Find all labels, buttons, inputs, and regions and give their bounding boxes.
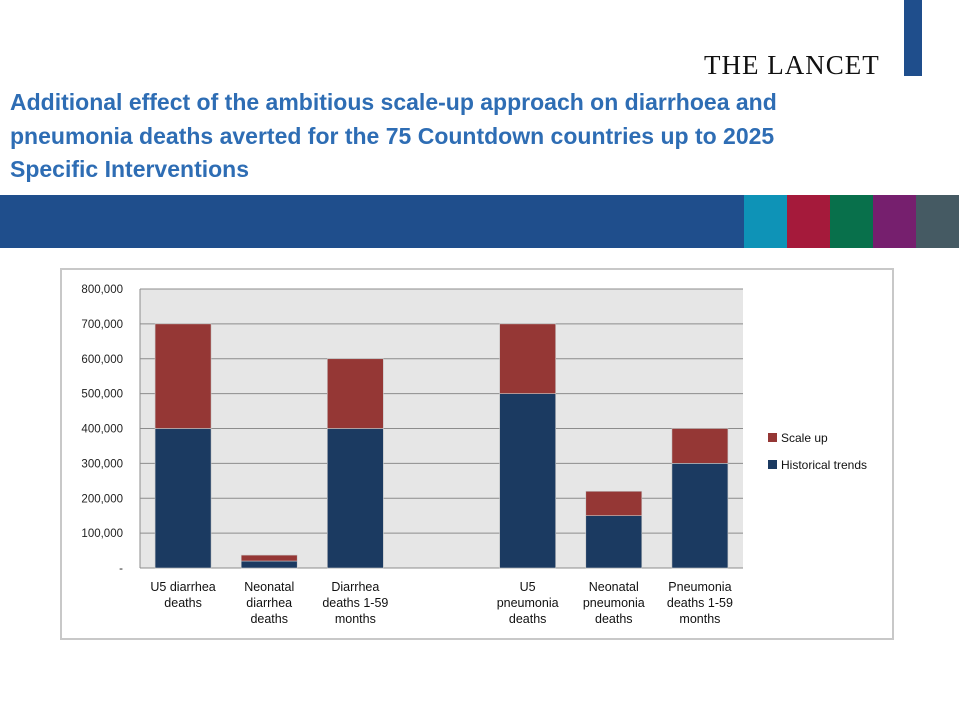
title-line: pneumonia deaths averted for the 75 Coun… <box>10 122 775 149</box>
bar-scale-up <box>240 554 298 562</box>
bar-historical-trends <box>327 428 384 569</box>
band-swatch <box>873 195 916 248</box>
y-tick-label: 300,000 <box>81 458 123 470</box>
x-tick-label: deaths <box>509 612 547 626</box>
x-tick-label: deaths <box>595 612 633 626</box>
legend-label: Historical trends <box>781 458 867 472</box>
x-tick-label: U5 <box>520 580 536 594</box>
x-tick-label: deaths 1-59 <box>667 596 733 610</box>
stacked-bar-chart: - 100,000 200,000 300,000 400,000 500,000 600,… <box>81 284 867 626</box>
band-swatch <box>744 195 787 248</box>
bar-scale-up <box>154 323 212 429</box>
y-tick-label: - <box>119 563 123 575</box>
x-tick-label: Neonatal <box>589 580 639 594</box>
x-tick-label: deaths <box>250 612 288 626</box>
x-tick-label: Diarrhea <box>331 580 379 594</box>
bar-scale-up <box>499 323 556 394</box>
x-tick-label: Neonatal <box>244 580 294 594</box>
brand-rule <box>904 0 922 76</box>
bar-historical-trends <box>499 393 556 569</box>
bar-historical-trends <box>585 515 643 569</box>
x-tick-label: deaths 1-59 <box>322 596 388 610</box>
slide-title: Additional effect of the ambitious scale… <box>10 86 955 187</box>
x-tick-label: U5 diarrhea <box>150 580 215 594</box>
x-tick-label: deaths <box>164 596 202 610</box>
header-band <box>0 195 960 248</box>
y-tick-label: 700,000 <box>81 319 123 331</box>
y-tick-label: 600,000 <box>81 354 123 366</box>
band-swatch <box>830 195 873 248</box>
x-tick-label: months <box>335 612 376 626</box>
y-tick-label: 400,000 <box>81 424 123 436</box>
y-tick-label: 100,000 <box>81 528 123 540</box>
bar-historical-trends <box>240 560 298 569</box>
x-tick-label: pneumonia <box>583 596 645 610</box>
chart-frame: - 100,000 200,000 300,000 400,000 500,000 600,… <box>60 268 894 640</box>
y-tick-label: 200,000 <box>81 493 123 505</box>
bar-historical-trends <box>154 428 212 569</box>
bar-scale-up <box>671 428 729 464</box>
title-line: Specific Interventions <box>10 156 250 182</box>
legend-label: Scale up <box>781 431 828 445</box>
band-main <box>0 195 744 248</box>
legend-swatch <box>768 433 777 442</box>
y-tick-label: 500,000 <box>81 389 123 401</box>
y-tick-label: 800,000 <box>81 284 123 296</box>
x-tick-label: diarrhea <box>246 596 292 610</box>
band-swatch <box>916 195 959 248</box>
title-line: Additional effect of the ambitious scale… <box>10 89 777 115</box>
x-tick-label: months <box>679 612 720 626</box>
x-tick-label: Pneumonia <box>668 580 731 594</box>
band-swatch <box>787 195 830 248</box>
bar-scale-up <box>585 490 643 516</box>
x-tick-label: pneumonia <box>497 596 559 610</box>
bar-historical-trends <box>671 463 729 569</box>
legend-swatch <box>768 460 777 469</box>
bar-scale-up <box>327 358 384 429</box>
journal-logo: THE LANCET <box>704 50 880 80</box>
